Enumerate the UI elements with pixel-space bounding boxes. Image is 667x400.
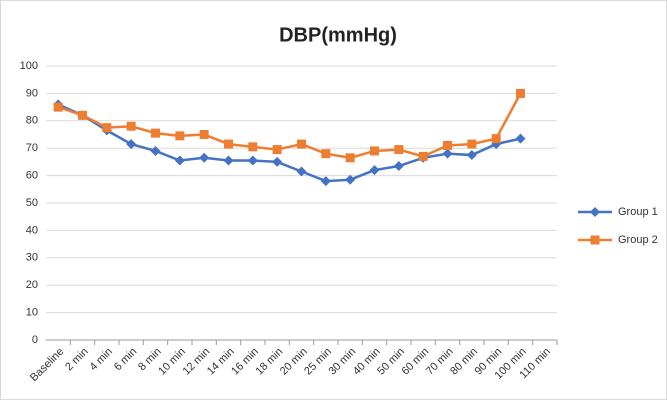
- marker: [394, 145, 404, 155]
- marker: [418, 151, 428, 161]
- marker: [150, 145, 161, 156]
- marker: [590, 207, 600, 217]
- marker: [126, 139, 137, 150]
- marker: [151, 128, 160, 138]
- marker: [53, 102, 63, 112]
- y-tick-label: 50: [26, 197, 38, 209]
- marker: [224, 139, 233, 149]
- y-tick-label: 0: [32, 334, 38, 346]
- marker: [199, 152, 210, 163]
- marker: [491, 134, 501, 144]
- marker: [516, 88, 525, 98]
- marker: [199, 130, 209, 139]
- marker: [393, 161, 404, 172]
- y-tick-label: 70: [26, 142, 38, 154]
- chart-title: DBP(mmHg): [279, 24, 397, 46]
- legend-label: Group 1: [618, 206, 658, 218]
- marker: [345, 174, 356, 185]
- marker: [102, 123, 112, 133]
- marker: [223, 155, 234, 166]
- y-tick-label: 100: [20, 60, 38, 72]
- marker: [369, 165, 380, 176]
- marker: [320, 176, 331, 187]
- y-tick-label: 60: [26, 170, 38, 182]
- marker: [175, 131, 185, 141]
- y-tick-label: 20: [26, 279, 38, 291]
- marker: [272, 145, 282, 155]
- marker: [321, 149, 331, 159]
- marker: [272, 156, 283, 167]
- marker: [466, 150, 477, 161]
- marker: [515, 133, 526, 144]
- marker: [247, 155, 258, 166]
- y-tick-label: 80: [26, 115, 38, 127]
- marker: [370, 146, 379, 156]
- marker: [296, 166, 307, 177]
- y-tick-label: 30: [26, 252, 38, 264]
- marker: [442, 148, 453, 159]
- marker: [345, 153, 355, 163]
- y-tick-label: 40: [26, 224, 38, 236]
- y-tick-label: 90: [26, 87, 38, 99]
- y-tick-label: 10: [26, 307, 38, 319]
- marker: [467, 139, 477, 149]
- marker: [248, 142, 258, 152]
- marker: [297, 139, 306, 149]
- marker: [126, 121, 136, 131]
- marker: [174, 155, 185, 166]
- marker: [590, 235, 600, 245]
- marker: [443, 140, 452, 150]
- legend-label: Group 2: [618, 234, 658, 246]
- marker: [78, 110, 87, 120]
